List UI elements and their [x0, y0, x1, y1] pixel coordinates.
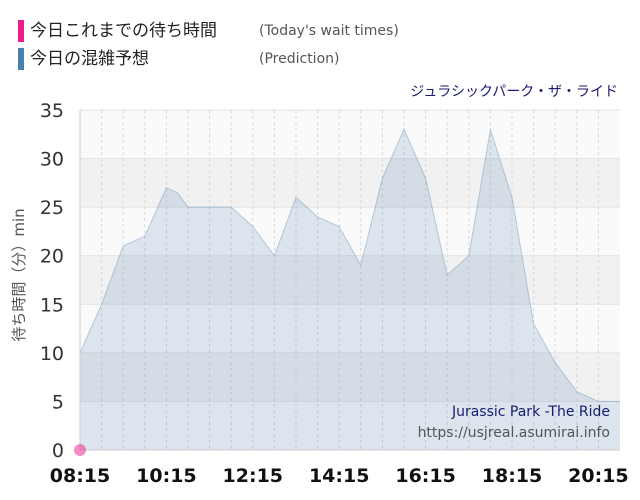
horizontal-gridlines [80, 109, 620, 451]
legend-label-today-en: (Today's wait times) [259, 23, 399, 39]
legend-label-prediction: 今日の混雑予想 [30, 49, 149, 69]
y-tick-label: 15 [40, 294, 64, 316]
legend-label-today: 今日これまでの待ち時間 [30, 21, 217, 41]
y-tick-label: 20 [40, 246, 64, 268]
x-tick-label: 20:15 [568, 465, 628, 487]
x-tick-label: 12:15 [223, 465, 283, 487]
x-tick-label: 16:15 [395, 465, 455, 487]
y-tick-label: 5 [52, 391, 64, 413]
legend-label-prediction-en: (Prediction) [259, 51, 340, 67]
x-tick-label: 14:15 [309, 465, 369, 487]
y-axis-title: 待ち時間（分）min [10, 208, 28, 341]
y-tick-label: 0 [52, 440, 64, 462]
x-tick-label: 10:15 [136, 465, 196, 487]
plot-band [80, 401, 620, 450]
plot-band [80, 158, 620, 208]
plot-band [80, 352, 620, 402]
today-point [74, 444, 86, 456]
plot-band [80, 110, 620, 159]
y-tick-label: 10 [40, 343, 64, 365]
plot-bands [80, 110, 620, 450]
chart-title: ジュラシックパーク・ザ・ライド [410, 84, 618, 100]
y-tick-label: 35 [40, 100, 64, 122]
legend-swatch-today [18, 20, 24, 42]
x-tick-label: 18:15 [482, 465, 542, 487]
legend-swatch-prediction [18, 48, 24, 70]
legend: 今日これまでの待ち時間 (Today's wait times) 今日の混雑予想… [18, 18, 478, 74]
plot-band [80, 304, 620, 353]
plot-band [80, 255, 620, 305]
x-tick-labels: 08:15 10:15 12:15 14:15 16:15 18:15 20:15 [50, 465, 629, 487]
plot-band [80, 207, 620, 256]
y-tick-label: 30 [40, 149, 64, 171]
legend-item-today: 今日これまでの待ち時間 (Today's wait times) [18, 18, 478, 46]
prediction-line [79, 128, 620, 402]
x-tick-label: 08:15 [50, 465, 110, 487]
prediction-area [80, 129, 620, 450]
legend-item-prediction: 今日の混雑予想 (Prediction) [18, 46, 478, 74]
chart-title-en: Jurassic Park -The Ride [451, 404, 610, 420]
source-url: https://usjreal.asumirai.info [418, 425, 610, 441]
vertical-gridlines [101, 110, 599, 450]
y-tick-labels: 0 5 10 15 20 25 30 35 [40, 100, 64, 462]
y-tick-label: 25 [40, 197, 64, 219]
